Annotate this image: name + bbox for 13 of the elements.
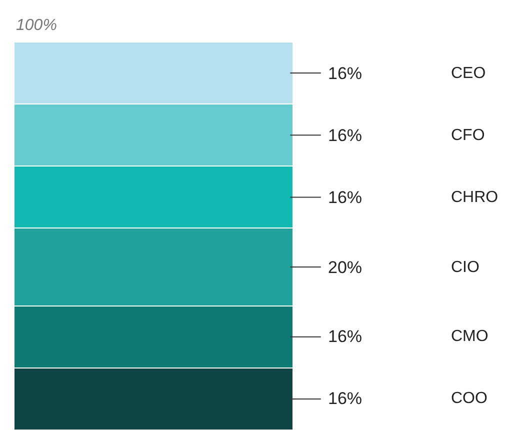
data-label: 20% bbox=[328, 258, 362, 277]
data-label: 16% bbox=[328, 126, 362, 145]
data-label: 16% bbox=[328, 327, 362, 346]
text: CEO bbox=[451, 65, 486, 82]
text: COO bbox=[451, 390, 488, 407]
data-label: 16% bbox=[328, 188, 362, 207]
data-label: 16% bbox=[328, 389, 362, 408]
text: CIO bbox=[451, 259, 480, 276]
text: CMO bbox=[451, 328, 488, 345]
text: 100% bbox=[16, 17, 57, 34]
text: CFO bbox=[451, 127, 485, 144]
data-label: 16% bbox=[328, 64, 362, 83]
text: CHRO bbox=[451, 189, 498, 206]
